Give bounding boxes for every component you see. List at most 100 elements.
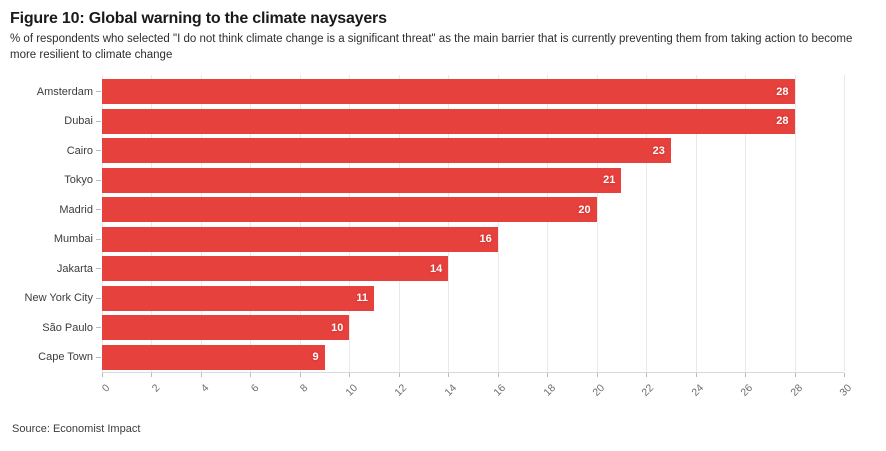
x-tick-mark [695, 373, 697, 378]
category-label: Tokyo [64, 174, 93, 187]
x-tick-label: 8 [297, 382, 311, 395]
y-tick-mark [96, 327, 101, 329]
gridline [497, 75, 499, 373]
x-tick-label: 10 [343, 382, 360, 399]
x-tick-mark [151, 373, 153, 378]
x-tick-mark [398, 373, 400, 378]
x-axis-line [102, 372, 844, 374]
bar: 16 [102, 226, 498, 252]
bar-track: 20 [102, 197, 844, 223]
x-tick-mark [448, 373, 450, 378]
x-tick-label: 0 [99, 382, 113, 395]
category-label: Dubai [64, 115, 93, 128]
gridline [299, 75, 301, 373]
bar-row: New York City 11 [10, 284, 874, 314]
bar-row: Jakarta 14 [10, 254, 874, 284]
gridline [745, 75, 747, 373]
x-tick-mark [200, 373, 202, 378]
x-tick-mark [844, 373, 845, 378]
y-tick-mark [96, 120, 101, 122]
x-tick-label: 22 [639, 382, 657, 399]
bar: 20 [102, 197, 597, 223]
bar-track: 11 [102, 285, 844, 311]
category-label: New York City [24, 292, 93, 305]
bar-row: Amsterdam 28 [10, 77, 874, 107]
value-label: 14 [430, 262, 443, 275]
category-label: São Paulo [42, 321, 93, 334]
bar-row: Cape Town 9 [10, 343, 874, 373]
gridline [646, 75, 648, 373]
bar: 28 [102, 79, 795, 105]
bar-chart: Amsterdam 28 Dubai 28 Cairo 23 Tokyo 21 Madrid 20… [10, 75, 874, 399]
x-tick-mark [102, 373, 103, 378]
x-tick-mark [745, 373, 747, 378]
x-tick-label: 4 [198, 382, 212, 395]
x-tick-label: 14 [442, 382, 459, 399]
gridline [794, 75, 796, 373]
bar: 28 [102, 108, 795, 134]
x-tick-label: 30 [837, 382, 855, 399]
y-tick-mark [96, 209, 101, 211]
source-note: Source: Economist Impact [12, 423, 141, 435]
plot-area [102, 75, 845, 373]
bar: 11 [102, 285, 375, 311]
y-tick-mark [96, 91, 101, 93]
y-tick-mark [96, 150, 101, 152]
bar-track: 23 [102, 138, 844, 164]
bar-row: Madrid 20 [10, 195, 874, 225]
y-tick-mark [96, 297, 101, 299]
gridline [695, 75, 697, 373]
value-label: 28 [776, 85, 789, 98]
bar-rows: Amsterdam 28 Dubai 28 Cairo 23 Tokyo 21 Madrid 20… [10, 77, 874, 372]
x-tick-mark [299, 373, 301, 378]
category-label: Madrid [59, 203, 93, 216]
category-label: Jakarta [56, 262, 93, 275]
gridline [547, 75, 549, 373]
bar-row: Tokyo 21 [10, 166, 874, 196]
gridline [349, 75, 351, 373]
chart-title: Figure 10: Global warning to the climate… [10, 10, 387, 27]
gridline [250, 75, 252, 373]
y-tick-mark [96, 268, 101, 270]
value-label: 16 [479, 233, 492, 246]
gridline [448, 75, 450, 373]
bar: 21 [102, 167, 622, 193]
x-tick-label: 6 [248, 382, 261, 395]
bar-row: Mumbai 16 [10, 225, 874, 255]
value-label: 10 [331, 321, 344, 334]
bar-track: 10 [102, 315, 844, 341]
bar: 10 [102, 315, 350, 341]
category-label: Cairo [66, 144, 93, 157]
chart-subtitle: % of respondents who selected "I do not … [10, 33, 853, 61]
x-tick-mark [547, 373, 549, 378]
bar-row: São Paulo 10 [10, 313, 874, 343]
x-tick-label: 28 [788, 382, 806, 399]
bar-track: 9 [102, 344, 844, 370]
gridline [200, 75, 202, 373]
x-tick-mark [250, 373, 252, 378]
gridline [398, 75, 400, 373]
x-axis-ticks: 0 2 4 6 8 10 12 14 16 18 20 22 24 26 28 30 [99, 373, 854, 407]
bar-track: 14 [102, 256, 844, 282]
gridline [151, 75, 153, 373]
bar: 14 [102, 256, 449, 282]
x-tick-label: 18 [540, 382, 558, 399]
value-label: 21 [603, 174, 616, 187]
bar-row: Cairo 23 [10, 136, 874, 166]
x-tick-label: 2 [149, 382, 162, 395]
bar-row: Dubai 28 [10, 107, 874, 137]
bar-track: 28 [102, 108, 844, 134]
x-tick-mark [497, 373, 499, 378]
value-label: 9 [312, 351, 319, 364]
x-tick-label: 20 [590, 382, 608, 399]
x-tick-label: 12 [392, 382, 410, 399]
y-tick-mark [96, 356, 101, 358]
x-tick-label: 24 [689, 382, 707, 399]
x-tick-mark [349, 373, 351, 378]
x-tick-label: 26 [738, 382, 756, 399]
bar-track: 21 [102, 167, 844, 193]
y-tick-mark [96, 238, 101, 240]
category-label: Cape Town [38, 351, 93, 364]
bar: 23 [102, 138, 671, 164]
